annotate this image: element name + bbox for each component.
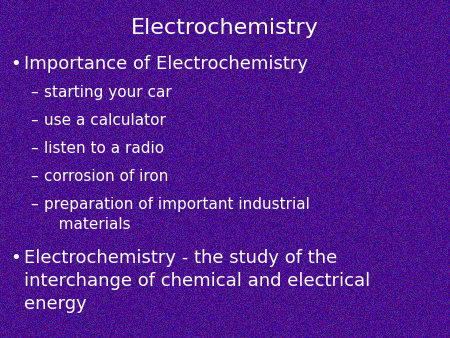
- Text: starting your car: starting your car: [44, 85, 172, 100]
- Text: –: –: [30, 113, 38, 128]
- Text: –: –: [30, 85, 38, 100]
- Text: •: •: [10, 249, 21, 267]
- Text: •: •: [10, 55, 21, 73]
- Text: use a calculator: use a calculator: [44, 113, 166, 128]
- Text: preparation of important industrial
   materials: preparation of important industrial mate…: [44, 197, 310, 232]
- Text: –: –: [30, 141, 38, 156]
- Text: –: –: [30, 169, 38, 184]
- Text: Electrochemistry - the study of the
interchange of chemical and electrical
energ: Electrochemistry - the study of the inte…: [24, 249, 370, 313]
- Text: Importance of Electrochemistry: Importance of Electrochemistry: [24, 55, 308, 73]
- Text: listen to a radio: listen to a radio: [44, 141, 164, 156]
- Text: –: –: [30, 197, 38, 212]
- Text: Electrochemistry: Electrochemistry: [131, 18, 319, 38]
- Text: corrosion of iron: corrosion of iron: [44, 169, 168, 184]
